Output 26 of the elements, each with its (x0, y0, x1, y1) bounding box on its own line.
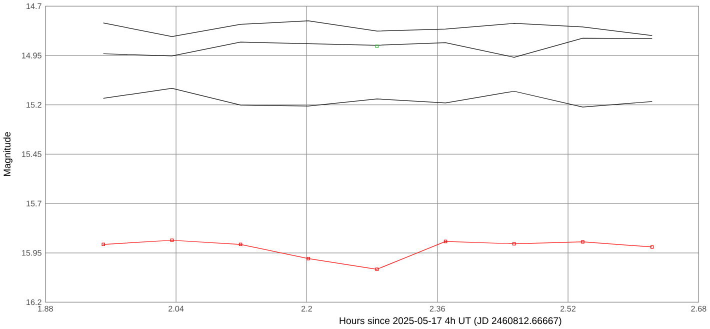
line-series (103, 20, 652, 37)
point (512, 242, 516, 246)
point (306, 256, 310, 260)
y-tick-label: 15.7 (26, 200, 42, 206)
line-series (103, 88, 652, 108)
y-tick-label: 16.2 (26, 299, 42, 305)
y-tick-label: 15.2 (26, 102, 42, 108)
x-axis-title: Hours since 2025-05-17 4h UT (JD 2460812.66667) (340, 316, 562, 326)
y-tick-label: 14.95 (22, 52, 42, 58)
point (375, 44, 379, 48)
y-tick-label: 15.95 (22, 250, 42, 256)
x-tick-label: 2.04 (168, 306, 184, 312)
point (581, 240, 584, 244)
x-tick-label: 2.68 (691, 306, 706, 312)
y-axis-title: Magnitude (3, 132, 12, 176)
point (444, 240, 448, 243)
point (170, 238, 174, 242)
y-tick-label: 15.45 (22, 151, 42, 157)
y-tick-label: 14.7 (26, 3, 42, 9)
point (238, 242, 242, 246)
line-series (103, 38, 652, 58)
x-tick-label: 2.36 (430, 306, 445, 312)
x-tick-label: 1.88 (38, 306, 53, 312)
x-tick-label: 2.2 (301, 306, 312, 312)
point (375, 267, 379, 271)
x-tick-label: 2.52 (560, 306, 576, 312)
